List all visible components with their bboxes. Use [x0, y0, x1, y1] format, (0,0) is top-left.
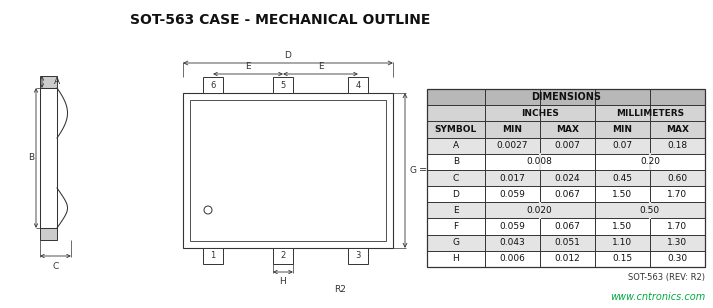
Text: 0.020: 0.020: [527, 206, 553, 215]
Text: 0.006: 0.006: [499, 254, 525, 263]
Text: H: H: [452, 254, 459, 263]
Text: E: E: [453, 206, 458, 215]
Text: 0.059: 0.059: [499, 222, 525, 231]
Text: D: D: [284, 51, 292, 60]
Bar: [183, 93, 393, 248]
Bar: [427, 154, 705, 170]
Text: A: A: [54, 78, 60, 87]
Text: E: E: [318, 62, 323, 71]
Bar: [348, 77, 368, 93]
Bar: [40, 228, 57, 240]
Text: MIN: MIN: [502, 125, 522, 134]
Text: 0.18: 0.18: [667, 141, 687, 150]
Text: =: =: [419, 165, 427, 176]
Bar: [427, 235, 705, 251]
Text: 0.30: 0.30: [667, 254, 687, 263]
Text: C: C: [52, 262, 58, 271]
Text: 0.012: 0.012: [554, 254, 580, 263]
Text: G: G: [409, 166, 416, 175]
Text: 2: 2: [280, 252, 286, 261]
Bar: [427, 89, 705, 105]
Text: A: A: [453, 141, 459, 150]
Bar: [203, 248, 223, 264]
Text: 1.10: 1.10: [612, 238, 632, 247]
Text: 0.50: 0.50: [640, 206, 660, 215]
Text: 4: 4: [355, 80, 361, 90]
Text: 0.059: 0.059: [499, 190, 525, 199]
Text: 1.30: 1.30: [667, 238, 687, 247]
Text: 0.15: 0.15: [612, 254, 632, 263]
Text: 5: 5: [280, 80, 286, 90]
Text: MIN: MIN: [612, 125, 632, 134]
Text: 0.008: 0.008: [527, 157, 553, 166]
Text: INCHES: INCHES: [520, 109, 558, 118]
Text: 1.70: 1.70: [667, 190, 687, 199]
Bar: [427, 202, 705, 218]
Text: 0.007: 0.007: [554, 141, 580, 150]
Text: 0.20: 0.20: [640, 157, 660, 166]
Text: 1.70: 1.70: [667, 222, 687, 231]
Text: www.cntronics.com: www.cntronics.com: [610, 292, 705, 302]
Bar: [427, 105, 705, 121]
Text: E: E: [245, 62, 251, 71]
Text: DIMENSIONS: DIMENSIONS: [531, 92, 601, 102]
Text: SOT-563 (REV: R2): SOT-563 (REV: R2): [628, 273, 705, 282]
Text: 0.017: 0.017: [499, 173, 525, 183]
Bar: [427, 218, 705, 235]
Text: H: H: [279, 277, 287, 286]
Text: MILLIMETERS: MILLIMETERS: [616, 109, 684, 118]
Text: 0.067: 0.067: [554, 190, 580, 199]
Text: 0.024: 0.024: [555, 173, 580, 183]
Text: 0.0027: 0.0027: [496, 141, 528, 150]
Text: 6: 6: [210, 80, 216, 90]
Bar: [427, 170, 705, 186]
Text: 0.60: 0.60: [667, 173, 687, 183]
Bar: [427, 138, 705, 154]
Bar: [273, 77, 293, 93]
Text: 0.07: 0.07: [612, 141, 632, 150]
Text: SOT-563 CASE - MECHANICAL OUTLINE: SOT-563 CASE - MECHANICAL OUTLINE: [130, 13, 430, 27]
Text: 0.067: 0.067: [554, 222, 580, 231]
Text: C: C: [453, 173, 459, 183]
Text: 1.50: 1.50: [612, 190, 632, 199]
Bar: [348, 248, 368, 264]
Text: 3: 3: [355, 252, 361, 261]
Text: G: G: [452, 238, 459, 247]
Bar: [190, 100, 386, 241]
Bar: [427, 251, 705, 267]
Bar: [40, 76, 57, 88]
Bar: [273, 248, 293, 264]
Text: MAX: MAX: [666, 125, 689, 134]
Text: B: B: [28, 153, 34, 163]
Text: 0.45: 0.45: [612, 173, 632, 183]
Text: F: F: [453, 222, 458, 231]
Bar: [427, 89, 705, 267]
Text: 1: 1: [210, 252, 215, 261]
Bar: [203, 77, 223, 93]
Text: 1.50: 1.50: [612, 222, 632, 231]
Text: SYMBOL: SYMBOL: [435, 125, 477, 134]
Text: MAX: MAX: [555, 125, 579, 134]
Text: 0.051: 0.051: [554, 238, 580, 247]
Text: 0.043: 0.043: [499, 238, 525, 247]
Bar: [427, 121, 705, 138]
Text: R2: R2: [334, 286, 346, 294]
Bar: [427, 186, 705, 202]
Text: D: D: [452, 190, 459, 199]
Text: B: B: [453, 157, 459, 166]
